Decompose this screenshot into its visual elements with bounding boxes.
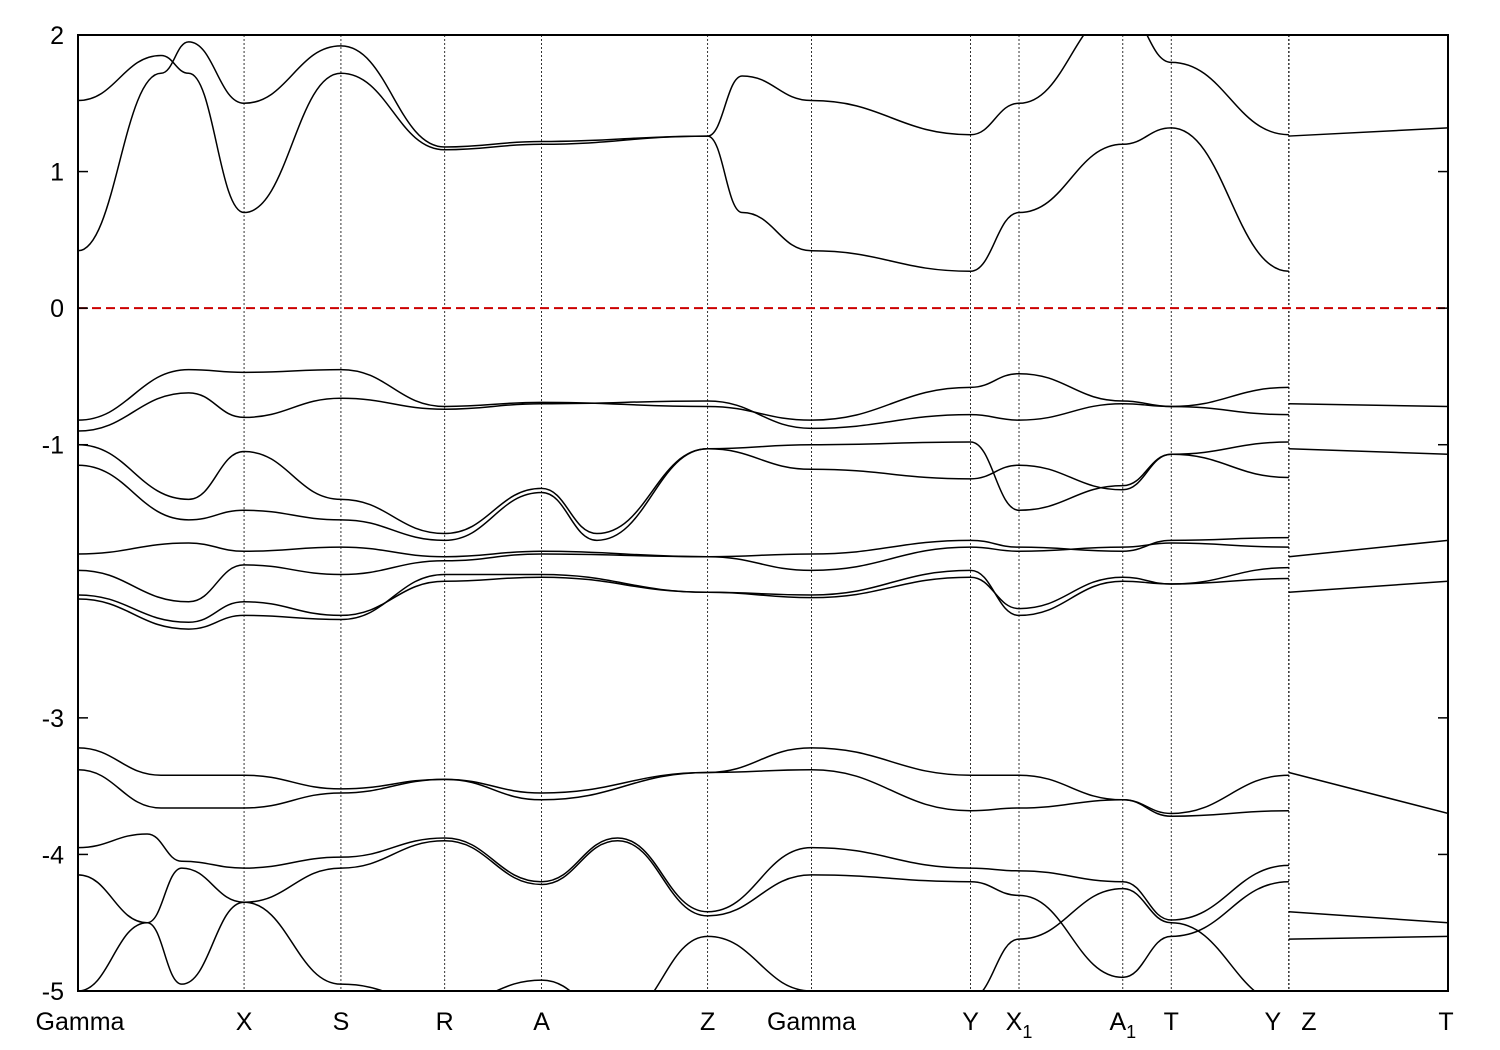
band-line-1 — [78, 41, 708, 252]
bands — [78, 35, 1448, 991]
band-line-19 — [1288, 771, 1448, 815]
band-line-7 — [78, 441, 1289, 535]
band-line-4 — [1288, 127, 1448, 137]
band-line-11 — [78, 566, 1289, 624]
y-tick-label-0: 2 — [50, 22, 64, 50]
band-line-21 — [78, 840, 1289, 979]
band-line-24 — [1288, 935, 1448, 940]
y-tick-label-4: -3 — [42, 705, 64, 733]
band-line-2 — [707, 35, 1289, 137]
y-tick-label-6: -5 — [42, 978, 64, 1006]
band-line-14 — [1288, 448, 1448, 456]
x-tick-label-3: R — [436, 1008, 454, 1036]
x-tick-label-10: T — [1164, 1008, 1179, 1036]
band-line-10 — [78, 542, 1289, 603]
x-tick-label-0: Gamma — [36, 1008, 125, 1036]
y-tick-label-1: 1 — [50, 159, 64, 187]
x-tick-label-9: A1 — [1109, 1008, 1136, 1042]
band-line-12 — [78, 569, 1289, 630]
y-tick-label-2: 0 — [50, 295, 64, 323]
kpoint-gridlines — [243, 35, 1290, 991]
y-axis: 2 1 0 -1 -3 -4 -5 — [42, 22, 1448, 1006]
band-line-3 — [707, 127, 1289, 273]
band-line-5 — [78, 368, 1289, 421]
band-line-8 — [78, 448, 1289, 542]
band-line-18 — [78, 769, 1289, 817]
x-tick-label-12: Z — [1301, 1008, 1316, 1036]
band-line-6 — [78, 392, 1289, 432]
x-tick-label-13: T — [1438, 1008, 1453, 1036]
y-tick-label-3: -1 — [42, 432, 64, 460]
band-line-20 — [78, 833, 1289, 921]
band-line-17 — [78, 747, 1289, 815]
band-line-22 — [78, 887, 1257, 991]
x-tick-label-7: Y — [962, 1008, 979, 1036]
x-tick-label-4: A — [533, 1008, 550, 1036]
x-tick-label-1: X — [236, 1008, 253, 1036]
band-line-13 — [1288, 402, 1448, 408]
x-tick-label-8: X1 — [1006, 1008, 1033, 1042]
band-line-0 — [78, 54, 708, 214]
y-tick-label-5: -4 — [42, 841, 64, 869]
x-axis: Gamma X S R A Z Gamma Y X1 A1 T Y Z T — [36, 1008, 1454, 1042]
x-tick-label-2: S — [333, 1008, 350, 1036]
x-tick-label-5: Z — [700, 1008, 715, 1036]
band-line-23 — [1288, 911, 1448, 924]
band-line-15 — [1288, 539, 1448, 558]
x-tick-label-11: Y — [1265, 1008, 1282, 1036]
plot-frame — [77, 34, 1449, 992]
x-tick-label-6: Gamma — [767, 1008, 856, 1036]
band-line-16 — [1288, 580, 1448, 593]
